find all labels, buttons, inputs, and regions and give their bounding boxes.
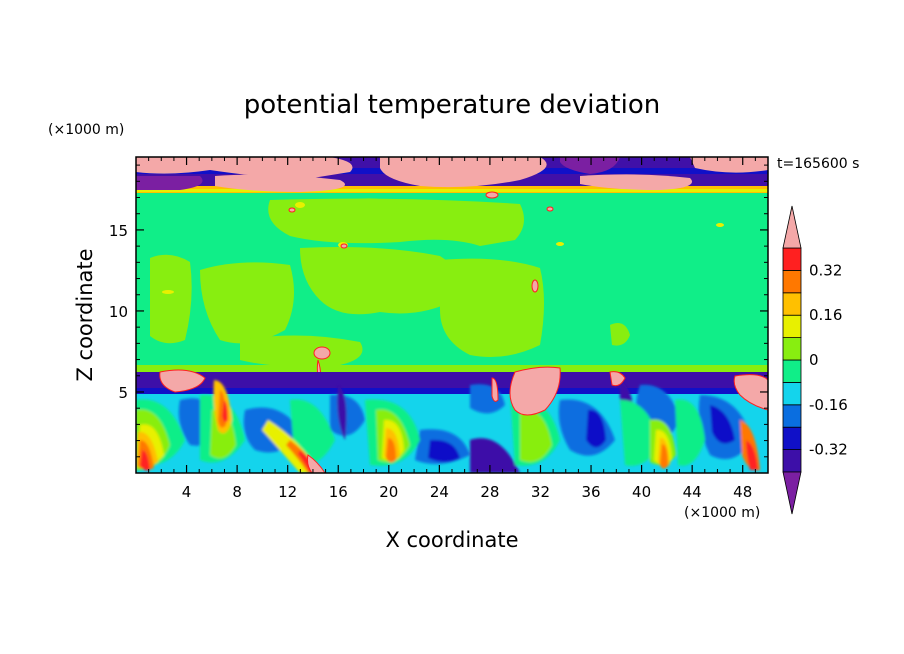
x-tick-label: 16	[329, 483, 348, 501]
colorbar: 0.32 0.16 0 -0.16 -0.32	[782, 205, 848, 515]
x-tick-label: 24	[430, 483, 449, 501]
colorbar-tick-label: -0.32	[809, 441, 848, 459]
y-axis: 5 10 15	[109, 164, 768, 458]
y-tick-label: 10	[109, 303, 128, 321]
x-tick-label: 36	[581, 483, 600, 501]
colorbar-swatch	[782, 426, 802, 451]
colorbar-swatch	[782, 359, 802, 383]
colorbar-swatch	[782, 337, 802, 361]
heatmap-field	[136, 157, 768, 473]
colorbar-tick-label: -0.16	[809, 396, 848, 414]
x-tick-label: 28	[480, 483, 499, 501]
time-label: t=165600 s	[777, 156, 859, 172]
colorbar-tick-label: 0	[809, 351, 819, 369]
colorbar-swatch	[782, 292, 802, 316]
colorbar-swatch	[782, 247, 802, 271]
pink-plumes	[159, 366, 768, 473]
x-tick-label: 40	[632, 483, 651, 501]
colorbar-swatch	[782, 314, 802, 339]
x-axis-label: X coordinate	[385, 528, 518, 552]
x-unit-label: (×1000 m)	[684, 505, 760, 521]
x-tick-label: 44	[683, 483, 702, 501]
y-tick-label: 5	[118, 384, 128, 402]
x-tick-label: 4	[182, 483, 192, 501]
colorbar-swatch	[782, 269, 802, 294]
colorbar-swatch	[782, 404, 802, 428]
colorbar-min-triangle	[782, 471, 802, 515]
colorbar-swatch	[782, 449, 802, 473]
stratosphere-bands	[136, 157, 768, 193]
boundary-layer	[136, 366, 768, 473]
y-unit-label: (×1000 m)	[48, 122, 124, 138]
x-tick-label: 20	[379, 483, 398, 501]
midtrop-patches	[136, 198, 768, 372]
colorbar-tick-label: 0.16	[809, 306, 842, 324]
colorbar-swatch	[782, 381, 802, 406]
x-tick-label: 12	[278, 483, 297, 501]
colorbar-tick-label: 0.32	[809, 261, 842, 279]
x-axis: 4 8 12 16 20 24 28 32 36 40 44 48	[148, 157, 756, 501]
colorbar-max-triangle	[782, 205, 802, 249]
chart-title: potential temperature deviation	[244, 90, 660, 120]
x-tick-label: 48	[733, 483, 752, 501]
midtrop-pink-specks	[288, 191, 554, 385]
x-tick-label: 8	[232, 483, 242, 501]
y-tick-label: 15	[109, 222, 128, 240]
x-tick-label: 32	[531, 483, 550, 501]
y-axis-label: Z coordinate	[73, 248, 97, 381]
